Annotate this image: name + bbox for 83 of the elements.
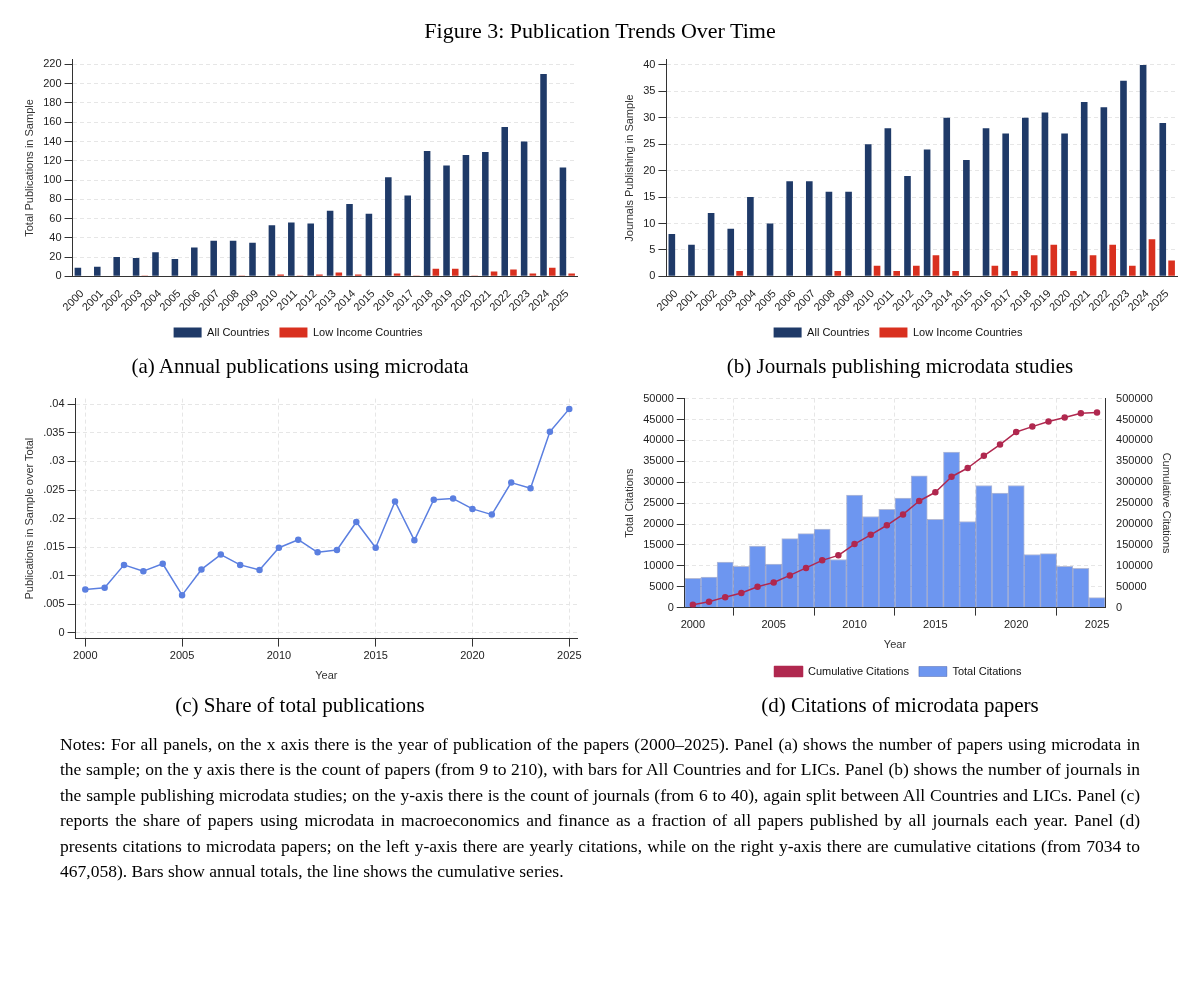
text: (d) Citations of microdata papers <box>761 693 1039 718</box>
y-tick-label: 40 <box>643 57 656 70</box>
y2-tick-label: 300000 <box>1116 475 1153 488</box>
y-tick-label: 20 <box>49 250 62 263</box>
legend-label: Total Citations <box>952 664 1022 677</box>
y-tick-label: .025 <box>43 483 65 496</box>
y-tick-label: 10000 <box>643 558 674 571</box>
y-tick-label: 80 <box>49 192 62 205</box>
x-tick-label: 2020 <box>460 649 485 662</box>
y-tick-label: 45000 <box>643 412 674 425</box>
y-tick-label: .03 <box>49 454 65 467</box>
x-tick-label: 2015 <box>923 618 948 631</box>
y-tick-label: 0 <box>55 269 62 282</box>
y-tick-label: 200 <box>43 76 62 89</box>
y-tick-label: 160 <box>43 115 62 128</box>
y-tick-label: 15 <box>643 190 656 203</box>
y-tick-label: 0 <box>667 600 674 613</box>
y2-tick-label: 150000 <box>1116 537 1153 550</box>
x-axis-title: Year <box>883 638 907 651</box>
y-tick-label: .035 <box>43 425 65 438</box>
x-tick-label: 2005 <box>169 649 195 662</box>
y-tick-label: 40000 <box>643 433 674 446</box>
y-tick-label: 25000 <box>643 496 674 509</box>
y-tick-label: 120 <box>43 153 62 166</box>
y-tick-label: 60 <box>49 211 62 224</box>
legend-label: All Countries <box>807 325 870 338</box>
text: (a) Annual publications using microdata <box>131 354 469 379</box>
y-tick-label: 220 <box>43 57 62 70</box>
text: Notes: For all panels, on the x axis there is the year of publication of the papers (2000–2025). Panel (a) shows the number of papers using microdata in the sample; on the y axis there is the count of papers (from 9 to 210), with bars for All Countries and for LICs. Panel (b) shows the number of journals in the sample publishing microdata studies; on the y-axis there is the count of journals (from 6 to 40), again split between All Countries and LICs. Panel (c) reports the share of papers using microdata in macroeconomics and finance as a fraction of all papers published by all journals each year. Panel (d) presents citations to microdata papers; on the left y-axis there are yearly citations, while on the right y-axis there are cumulative citations (from 7034 to 467,058). Bars show annual totals, the line shows the cumulative series. <box>60 733 1140 883</box>
y-tick-label: 0 <box>649 269 656 282</box>
y-tick-label: 100 <box>43 173 62 186</box>
caption: Figure 3: Publication Trends Over Time <box>423 18 777 44</box>
text: (b) Journals publishing microdata studies <box>726 354 1074 379</box>
y-tick-label: 0 <box>58 625 65 638</box>
y-tick-label: 20000 <box>643 517 674 530</box>
y-tick-label: .04 <box>49 397 65 410</box>
y-tick-label: .01 <box>49 568 65 581</box>
y2-tick-label: 250000 <box>1116 496 1153 509</box>
x-tick-label: 2005 <box>761 618 786 631</box>
y-tick-label: 25 <box>643 137 656 150</box>
y-tick-label: 180 <box>43 95 62 108</box>
y-tick-label: 40 <box>49 230 62 243</box>
y-tick-label: 35 <box>643 84 656 97</box>
x-tick-label: 2000 <box>73 649 98 662</box>
y-tick-label: 35000 <box>643 454 674 467</box>
y-tick-label: 15000 <box>643 537 674 550</box>
y-tick-label: 140 <box>43 134 62 147</box>
legend-label: Low Income Countries <box>912 325 1023 338</box>
text: (c) Share of total publications <box>175 693 425 718</box>
y2-tick-label: 0 <box>1116 600 1123 613</box>
y2-tick-label: 100000 <box>1116 558 1153 571</box>
x-axis-title: Year <box>315 669 338 682</box>
y-axis-title: Total Citations <box>622 468 635 538</box>
x-tick-label: 2015 <box>363 649 388 662</box>
y2-tick-label: 350000 <box>1116 454 1153 467</box>
y-tick-label: 20 <box>643 163 656 176</box>
y2-tick-label: 500000 <box>1116 391 1153 404</box>
x-tick-label: 2010 <box>266 649 292 662</box>
x-tick-label: 2025 <box>557 649 582 662</box>
x-tick-label: 2020 <box>1003 618 1029 631</box>
legend-label: All Countries <box>207 325 270 338</box>
y2-tick-label: 400000 <box>1116 433 1153 446</box>
y-tick-label: .015 <box>43 540 65 553</box>
y-tick-label: 5000 <box>649 579 674 592</box>
y-axis-title: Total Publications in Sample <box>22 99 35 237</box>
y-tick-label: .02 <box>49 511 65 524</box>
y-axis-title: Publications in Sample over Total <box>22 437 35 600</box>
y-tick-label: 30 <box>643 110 656 123</box>
x-tick-label: 2000 <box>680 618 706 631</box>
y2-tick-label: 50000 <box>1116 579 1147 592</box>
y-tick-label: .005 <box>43 597 65 610</box>
x-tick-label: 2010 <box>842 618 867 631</box>
y2-tick-label: 200000 <box>1116 517 1153 530</box>
y-tick-label: 5 <box>649 242 656 255</box>
y2-tick-label: 450000 <box>1116 412 1153 425</box>
y-tick-label: 10 <box>643 216 656 229</box>
legend-label: Low Income Countries <box>312 325 423 338</box>
y-tick-label: 30000 <box>643 475 674 488</box>
y-tick-label: 50000 <box>643 391 674 404</box>
y-axis-title: Journals Publishing in Sample <box>622 94 635 242</box>
y2-axis-title: Cumulative Citations <box>1161 452 1174 555</box>
x-tick-label: 2025 <box>1084 618 1110 631</box>
legend-label: Cumulative Citations <box>808 664 910 677</box>
